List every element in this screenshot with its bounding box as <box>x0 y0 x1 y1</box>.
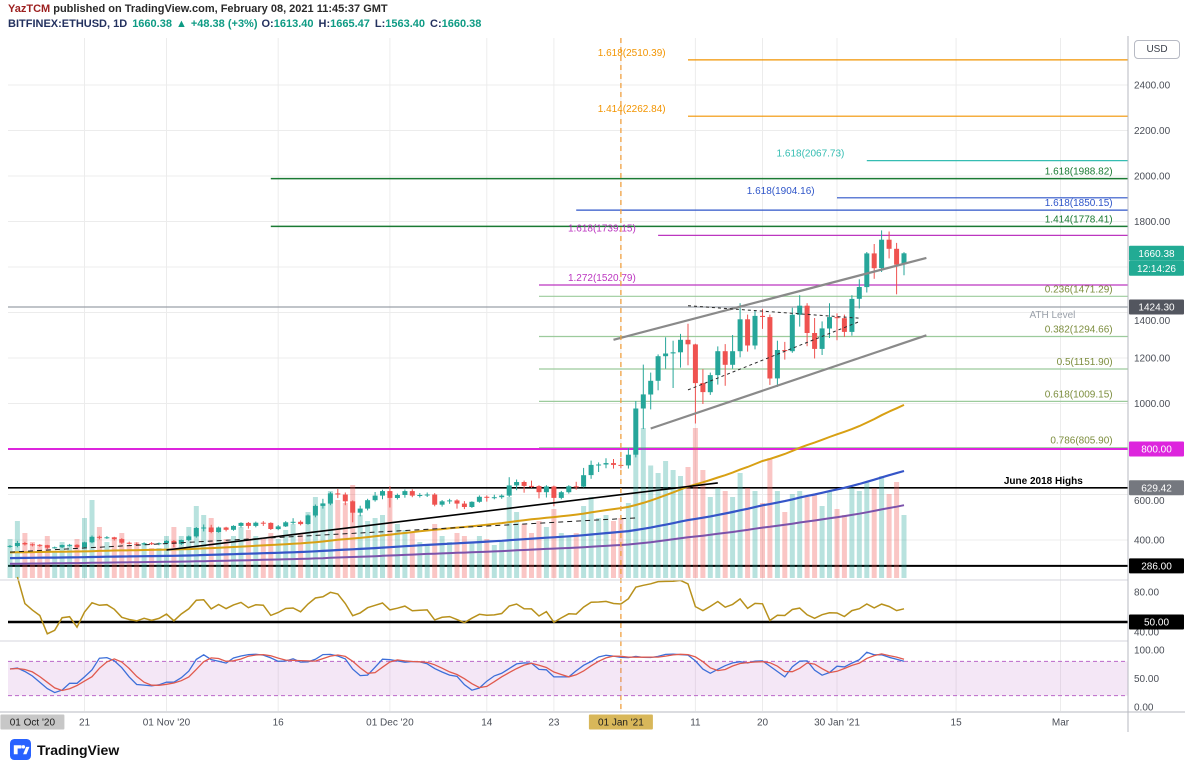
svg-text:01 Jan '21: 01 Jan '21 <box>598 718 644 729</box>
last-price: 1660.38 <box>132 18 172 30</box>
published-line: YazTCM published on TradingView.com, Feb… <box>8 3 486 15</box>
published-text: published on TradingView.com, February 0… <box>50 3 388 15</box>
svg-text:1.618(1850.15): 1.618(1850.15) <box>1045 198 1113 209</box>
svg-text:1424.30: 1424.30 <box>1138 303 1175 314</box>
time-axis-label: 21 <box>79 718 91 729</box>
price-axis-label: 80.00 <box>1134 588 1159 599</box>
time-axis-label: 01 Dec '20 <box>366 718 414 729</box>
price-change: +48.38 (+3%) <box>190 18 258 30</box>
brand-name[interactable]: TradingView <box>37 741 120 758</box>
price-badge: 800.00 <box>1129 441 1184 457</box>
ohlc-high: H:1665.47 <box>318 18 370 30</box>
footer: TradingView <box>10 739 119 760</box>
svg-text:12:14:26: 12:14:26 <box>1137 264 1176 275</box>
moving-averages-layer <box>9 403 905 565</box>
ohlc-open: O:1613.40 <box>261 18 314 30</box>
price-axis-label: 50.00 <box>1134 674 1159 685</box>
svg-text:800.00: 800.00 <box>1141 445 1172 456</box>
svg-text:1.414(1778.41): 1.414(1778.41) <box>1045 214 1113 225</box>
svg-text:1.618(2510.39): 1.618(2510.39) <box>598 48 666 59</box>
time-axis-label: 20 <box>757 718 769 729</box>
svg-text:286.00: 286.00 <box>1141 561 1172 572</box>
svg-text:0.786(805.90): 0.786(805.90) <box>1050 436 1112 447</box>
price-axis-label: 0.00 <box>1134 703 1154 714</box>
author-name[interactable]: YazTCM <box>8 3 51 15</box>
symbol-bar: BITFINEX:ETHUSD, 1D 1660.38 ▲ +48.38 (+3%) O… <box>8 18 486 30</box>
svg-text:1.618(2067.73): 1.618(2067.73) <box>777 149 845 160</box>
stoch-pane <box>8 651 1128 697</box>
levels-layer <box>8 59 1128 567</box>
svg-text:629.42: 629.42 <box>1141 483 1172 494</box>
price-badge: 50.00 <box>1129 614 1184 630</box>
time-axis[interactable]: 01 Oct '20 21 01 Nov '20 16 01 Dec '20 14 23 01… <box>0 714 1070 730</box>
time-axis-label: 16 <box>273 718 285 729</box>
price-axis-label: 1200.00 <box>1134 354 1171 365</box>
price-axis-label: 2200.00 <box>1134 126 1171 137</box>
time-axis-label: 01 Nov '20 <box>143 718 191 729</box>
svg-text:50.00: 50.00 <box>1144 618 1169 629</box>
stoch-d-line <box>9 653 905 692</box>
svg-text:1.618(1739.15): 1.618(1739.15) <box>568 223 636 234</box>
candles-layer <box>7 230 907 550</box>
rsi-line <box>16 576 905 635</box>
time-badge: 01 Jan '21 <box>588 714 653 730</box>
price-axis-label: 1000.00 <box>1134 399 1171 410</box>
tradingview-logo-icon[interactable] <box>10 739 31 760</box>
svg-text:June 2018 Highs: June 2018 Highs <box>1004 476 1083 487</box>
svg-text:0.618(1009.15): 0.618(1009.15) <box>1045 389 1113 400</box>
price-badge: 629.42 <box>1129 480 1184 496</box>
time-axis-label: 11 <box>690 718 701 729</box>
trendlines-layer[interactable] <box>9 256 927 553</box>
level-labels-layer: 1.618(2510.39) 1.414(2262.84) 1.618(2067.7… <box>568 48 1113 487</box>
price-badge: 1424.30 <box>1129 299 1184 315</box>
currency-unit-button[interactable]: USD <box>1134 40 1180 59</box>
svg-text:0.5(1151.90): 0.5(1151.90) <box>1057 357 1113 368</box>
svg-text:01 Oct '20: 01 Oct '20 <box>10 718 56 729</box>
svg-text:0.236(1471.29): 0.236(1471.29) <box>1045 284 1113 295</box>
price-badge: 286.00 <box>1129 558 1184 574</box>
svg-text:1.414(2262.84): 1.414(2262.84) <box>598 104 666 115</box>
time-axis-label: Mar <box>1052 718 1070 729</box>
price-badge: 12:14:26 <box>1129 260 1184 276</box>
rsi-pane <box>8 576 1128 635</box>
ohlc-low: L:1563.40 <box>374 18 426 30</box>
stoch-band <box>8 661 1128 696</box>
price-badge: 1660.38 <box>1129 245 1184 261</box>
svg-text:1.272(1520.79): 1.272(1520.79) <box>568 273 636 284</box>
price-axis-label: 400.00 <box>1134 536 1165 547</box>
price-axis-label: 600.00 <box>1134 496 1165 507</box>
price-axis-label: 1800.00 <box>1134 217 1171 228</box>
svg-text:1.618(1988.82): 1.618(1988.82) <box>1045 167 1113 178</box>
time-axis-label: 15 <box>951 718 963 729</box>
price-axis-label: 2000.00 <box>1134 172 1171 183</box>
price-axis-label: 100.00 <box>1134 646 1165 657</box>
grid-layer <box>8 38 1128 711</box>
time-axis-label: 23 <box>548 718 560 729</box>
svg-text:1.618(1904.16): 1.618(1904.16) <box>747 186 815 197</box>
price-axis-label: 2400.00 <box>1134 81 1171 92</box>
svg-text:1660.38: 1660.38 <box>1138 249 1175 260</box>
svg-text:ATH Level: ATH Level <box>1029 310 1075 321</box>
time-axis-label: 14 <box>481 718 493 729</box>
price-axis[interactable]: 2400.00 2200.00 2000.00 1800.00 1400.00 1200.… <box>1129 81 1184 714</box>
change-arrow-icon: ▲ <box>175 18 187 30</box>
chart-header: YazTCM published on TradingView.com, Feb… <box>8 3 486 30</box>
time-axis-label: 30 Jan '21 <box>814 718 860 729</box>
pane-separators <box>0 36 1185 732</box>
ohlc-close: C:1660.38 <box>430 18 482 30</box>
price-axis-label: 1400.00 <box>1134 316 1171 327</box>
symbol-title[interactable]: BITFINEX:ETHUSD, 1D <box>8 18 128 30</box>
time-badge: 01 Oct '20 <box>0 714 65 730</box>
price-axis-label: 40.00 <box>1134 628 1159 639</box>
svg-text:0.382(1294.66): 0.382(1294.66) <box>1045 325 1113 336</box>
